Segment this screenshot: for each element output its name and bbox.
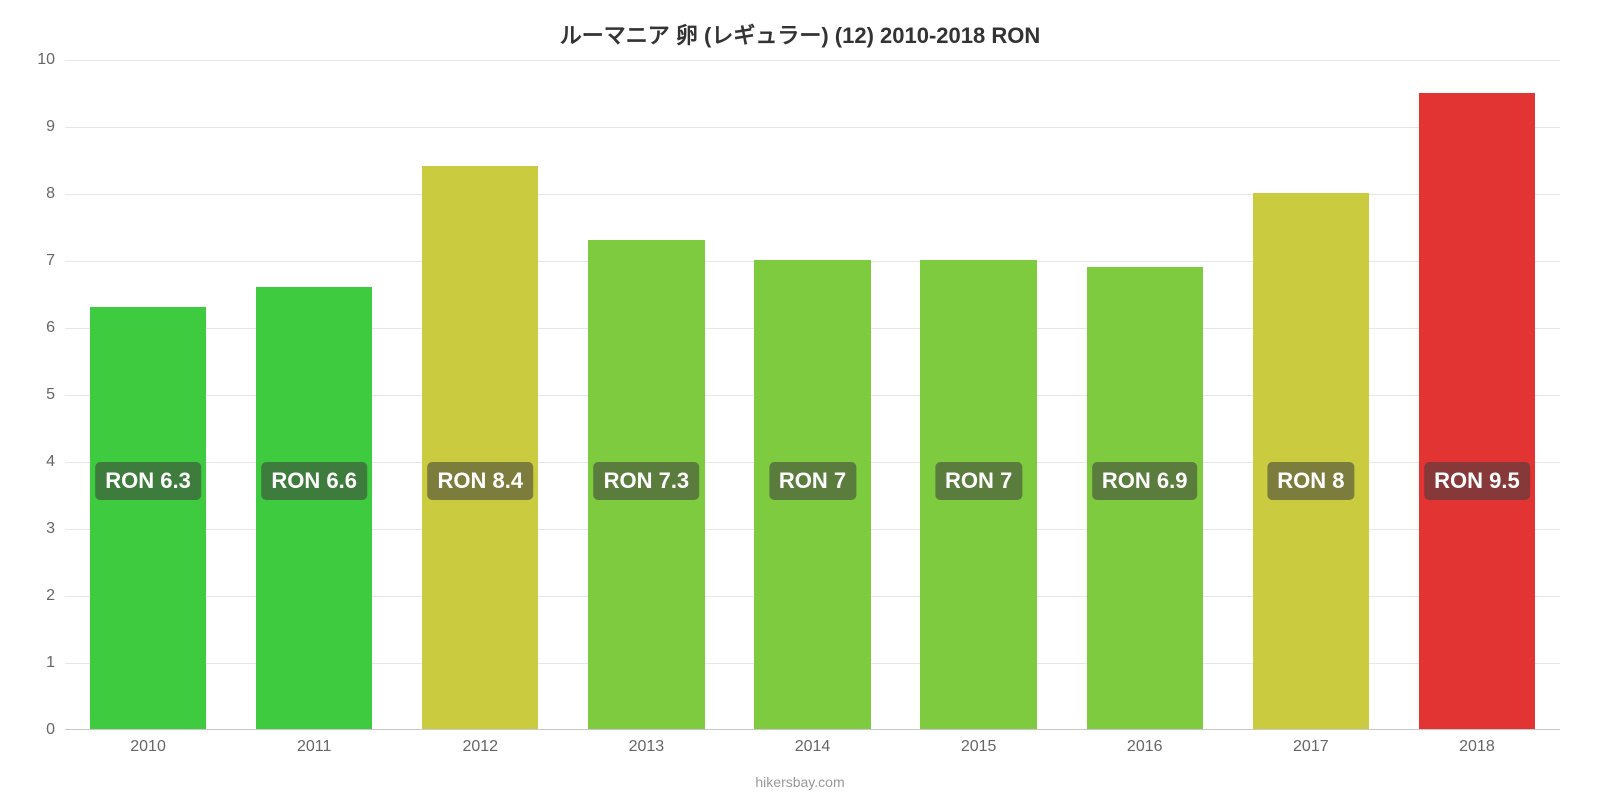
bar (1419, 93, 1535, 730)
ytick-label: 9 (15, 118, 55, 136)
ytick-label: 8 (15, 185, 55, 203)
ytick-label: 1 (15, 654, 55, 672)
ytick-label: 4 (15, 453, 55, 471)
value-label: RON 8.4 (427, 462, 533, 500)
grid-line (65, 60, 1560, 61)
chart-source: hikersbay.com (0, 774, 1600, 790)
ytick-label: 6 (15, 319, 55, 337)
ytick-label: 3 (15, 520, 55, 538)
chart-container: ルーマニア 卵 (レギュラー) (12) 2010-2018 RON hiker… (0, 0, 1600, 800)
xtick-label: 2013 (629, 738, 665, 756)
ytick-label: 7 (15, 252, 55, 270)
value-label: RON 9.5 (1424, 462, 1530, 500)
chart-title: ルーマニア 卵 (レギュラー) (12) 2010-2018 RON (0, 18, 1600, 50)
bar (256, 287, 372, 729)
xtick-label: 2011 (297, 738, 331, 756)
xtick-label: 2016 (1127, 738, 1163, 756)
value-label: RON 7.3 (594, 462, 700, 500)
value-label: RON 6.9 (1092, 462, 1198, 500)
bar (1253, 193, 1369, 729)
value-label: RON 7 (935, 462, 1022, 500)
value-label: RON 7 (769, 462, 856, 500)
xtick-label: 2010 (130, 738, 166, 756)
ytick-label: 10 (15, 51, 55, 69)
xtick-label: 2012 (462, 738, 498, 756)
plot-area (65, 60, 1560, 730)
value-label: RON 6.3 (95, 462, 201, 500)
xtick-label: 2018 (1459, 738, 1495, 756)
bar (422, 166, 538, 729)
grid-line (65, 127, 1560, 128)
xtick-label: 2015 (961, 738, 997, 756)
bar (90, 307, 206, 729)
ytick-label: 2 (15, 587, 55, 605)
xtick-label: 2017 (1293, 738, 1329, 756)
ytick-label: 0 (15, 721, 55, 739)
ytick-label: 5 (15, 386, 55, 404)
xtick-label: 2014 (795, 738, 831, 756)
value-label: RON 8 (1267, 462, 1354, 500)
value-label: RON 6.6 (261, 462, 367, 500)
